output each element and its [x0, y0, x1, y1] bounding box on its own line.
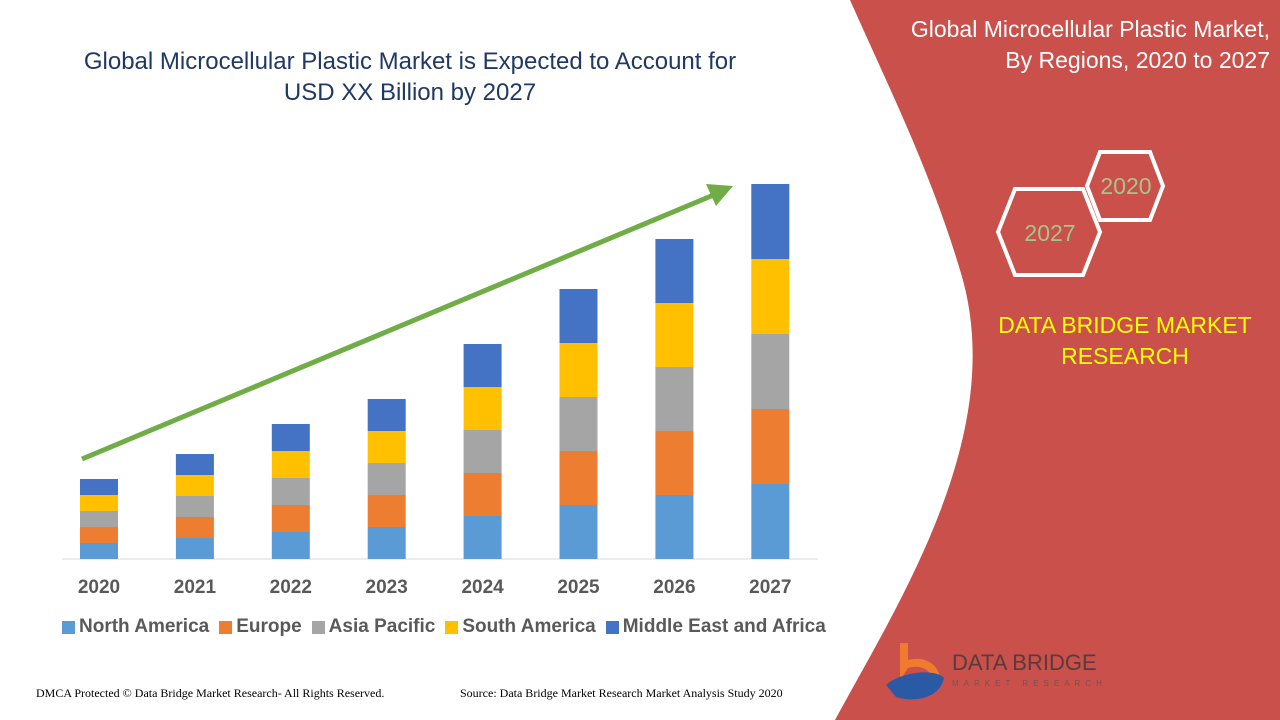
- bar-segment-2024-middle-east-and-africa: [463, 344, 502, 387]
- legend-item: South America: [445, 616, 596, 638]
- bar-segment-2027-asia-pacific: [751, 334, 790, 409]
- legend-label: North America: [79, 616, 210, 637]
- bar-segment-2021-europe: [175, 517, 214, 538]
- logo-mark-blue: [886, 672, 944, 700]
- bar-segment-2020-south-america: [80, 495, 118, 511]
- bar-segment-2020-north-america: [80, 543, 118, 559]
- bar-segment-2026-middle-east-and-africa: [655, 239, 694, 303]
- legend-item: North America: [62, 616, 209, 638]
- bar-segment-2025-north-america: [559, 505, 598, 559]
- legend-item: Middle East and Africa: [605, 616, 826, 638]
- bar-segment-2026-north-america: [655, 495, 694, 559]
- red-side-panel: [835, 0, 1280, 720]
- bar-segment-2024-europe: [463, 473, 502, 516]
- bar-segment-2020-asia-pacific: [80, 511, 118, 527]
- bar-segment-2025-middle-east-and-africa: [559, 289, 598, 343]
- x-tick-label: 2024: [461, 577, 504, 598]
- legend-label: Middle East and Africa: [622, 616, 826, 637]
- legend-label: Europe: [236, 616, 302, 637]
- bar-segment-2024-south-america: [463, 387, 502, 430]
- bar-segment-2023-middle-east-and-africa: [367, 399, 406, 431]
- bar-segment-2020-europe: [80, 527, 118, 543]
- x-tick-label: 2026: [653, 577, 695, 598]
- bar-segment-2027-south-america: [751, 259, 790, 334]
- bar-segment-2027-europe: [751, 409, 790, 484]
- legend-swatch: [219, 620, 233, 634]
- bar-segment-2021-south-america: [175, 475, 214, 496]
- side-title-line1: Global Microcellular Plastic Market,: [910, 16, 1270, 42]
- brand-line2: RESEARCH: [1061, 343, 1189, 369]
- bar-segment-2027-north-america: [751, 484, 790, 559]
- bar-segment-2026-asia-pacific: [655, 367, 694, 431]
- trend-arrow-line: [81, 191, 717, 462]
- hexagon-2020: [1084, 150, 1166, 222]
- x-tick-label: 2020: [78, 577, 120, 598]
- bar-segment-2024-north-america: [463, 516, 502, 559]
- trend-arrow-head: [706, 184, 733, 206]
- side-title-line2: By Regions, 2020 to 2027: [1005, 47, 1270, 73]
- bar-segment-2025-south-america: [559, 343, 598, 397]
- bar-segment-2020-middle-east-and-africa: [80, 479, 118, 495]
- bar-segment-2026-south-america: [655, 303, 694, 367]
- bar-segment-2022-north-america: [271, 532, 310, 559]
- x-tick-label: 2027: [749, 577, 791, 598]
- legend-swatch: [62, 620, 75, 634]
- legend-swatch: [605, 620, 619, 634]
- footer-copyright: DMCA Protected © Data Bridge Market Rese…: [36, 686, 385, 700]
- logo-text: DATA BRIDGE: [952, 650, 1097, 675]
- x-tick-label: 2022: [270, 577, 312, 598]
- bar-segment-2023-asia-pacific: [367, 463, 406, 495]
- stacked-bar-chart: 2020 2021 2022 2023 2024 2025 2026 2027: [62, 184, 818, 598]
- side-panel-title: Global Microcellular Plastic Market, By R…: [850, 14, 1270, 76]
- bar-segment-2022-south-america: [271, 451, 310, 478]
- bar-segment-2022-europe: [271, 505, 310, 532]
- logo-subtext: MARKET RESEARCH: [952, 679, 1107, 688]
- bar-segment-2023-europe: [367, 495, 406, 527]
- bar-segment-2022-asia-pacific: [271, 478, 310, 505]
- bar-segment-2026-europe: [655, 431, 694, 495]
- x-tick-label: 2025: [557, 577, 600, 598]
- logo-mark-orange: [900, 643, 940, 680]
- bar-segment-2025-asia-pacific: [559, 397, 598, 451]
- logo: DATA BRIDGE MARKET RESEARCH: [886, 643, 1107, 700]
- bar-segment-2021-asia-pacific: [175, 496, 214, 517]
- bar-segment-2023-north-america: [367, 527, 406, 559]
- bar-segment-2027-middle-east-and-africa: [751, 184, 790, 259]
- brand-line1: DATA BRIDGE MARKET: [998, 312, 1252, 338]
- legend-label: South America: [462, 616, 596, 637]
- footer-source: Source: Data Bridge Market Research Mark…: [460, 686, 783, 700]
- bar-segment-2022-middle-east-and-africa: [271, 424, 310, 451]
- legend-swatch: [311, 620, 325, 634]
- bar-segment-2021-north-america: [175, 538, 214, 559]
- bar-segment-2024-asia-pacific: [463, 430, 502, 473]
- page-title: Global Microcellular Plastic Market is E…: [83, 48, 737, 106]
- bar-segment-2025-europe: [559, 451, 598, 505]
- legend-label: Asia Pacific: [328, 616, 436, 637]
- brand-text: DATA BRIDGE MARKET RESEARCH: [980, 310, 1270, 372]
- chart-legend: North America Europe Asia Pacific South Ame…: [62, 616, 826, 638]
- hexagon-2027: [995, 187, 1103, 277]
- x-tick-label: 2023: [366, 577, 408, 598]
- hex-label-2020: 2020: [1100, 173, 1151, 199]
- hex-label-2027: 2027: [1024, 220, 1075, 246]
- legend-swatch: [445, 620, 459, 634]
- bar-segment-2023-south-america: [367, 431, 406, 463]
- bar-segment-2021-middle-east-and-africa: [175, 454, 214, 475]
- legend-item: Europe: [219, 616, 302, 638]
- x-tick-label: 2021: [174, 577, 217, 598]
- legend-item: Asia Pacific: [311, 616, 436, 638]
